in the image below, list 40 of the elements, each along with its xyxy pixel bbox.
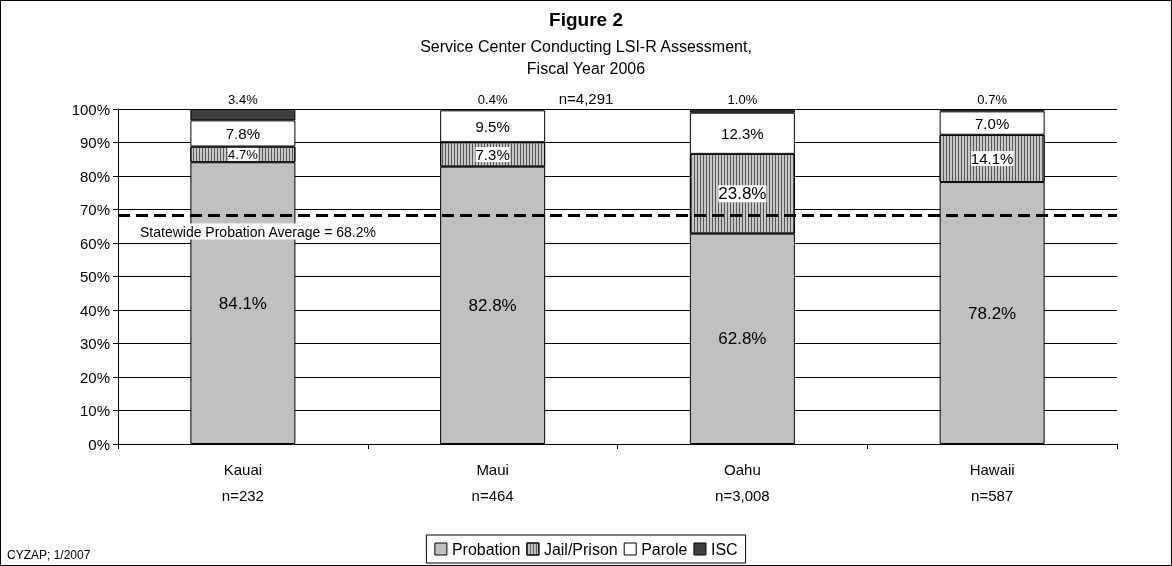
legend-label: ISC xyxy=(710,540,738,558)
y-tick-label: 70% xyxy=(79,201,110,218)
data-label: 7.3% xyxy=(475,145,510,163)
legend-label: Parole xyxy=(641,540,688,558)
chart-subtitle: Service Center Conducting LSI-R Assessment, Fiscal Year 2006 xyxy=(420,37,752,77)
data-label: 4.7% xyxy=(228,146,259,162)
y-tick-label: 40% xyxy=(79,301,110,319)
data-label: 7.8% xyxy=(225,124,260,142)
data-label: 14.1% xyxy=(970,149,1014,167)
text: CYZAP; 1/2007 xyxy=(7,548,91,562)
y-tick-label: 50% xyxy=(79,268,110,285)
x-tick-label: Kauai n=232 xyxy=(221,460,264,504)
data-label: 1.0% xyxy=(727,92,758,108)
chart-title: Figure 2 xyxy=(549,9,623,30)
y-tick-label: 0% xyxy=(88,435,110,453)
y-tick-label: 10% xyxy=(79,402,110,419)
data-label: 9.5% xyxy=(475,117,510,135)
y-tick-label: 90% xyxy=(79,134,110,151)
y-tick-label: 60% xyxy=(79,234,110,252)
text: n=4,291 xyxy=(558,90,614,107)
y-tick-label: 100% xyxy=(71,100,110,118)
legend-label: Probation xyxy=(451,540,521,558)
y-tick-label: 80% xyxy=(79,167,110,185)
data-label: 84.1% xyxy=(218,293,267,313)
y-tick-label: 30% xyxy=(79,335,110,352)
x-tick-label: Hawaii n=587 xyxy=(969,460,1015,504)
legend-label: Jail/Prison xyxy=(543,540,618,558)
data-label: 82.8% xyxy=(468,295,517,315)
data-label: 23.8% xyxy=(718,184,767,204)
data-label: 0.7% xyxy=(977,92,1008,107)
data-label: 0.4% xyxy=(477,92,508,107)
data-label: 3.4% xyxy=(228,92,259,107)
ref-line-label: Statewide Probation Average = 68.2% xyxy=(140,223,376,240)
x-tick-label: Maui n=464 xyxy=(471,460,514,504)
data-label: 62.8% xyxy=(718,329,767,349)
y-tick-label: 20% xyxy=(79,368,110,386)
x-tick-label: Oahu n=3,008 xyxy=(715,460,770,504)
data-label: 78.2% xyxy=(968,303,1017,323)
data-label: 7.0% xyxy=(975,114,1010,132)
data-label: 12.3% xyxy=(721,124,764,142)
